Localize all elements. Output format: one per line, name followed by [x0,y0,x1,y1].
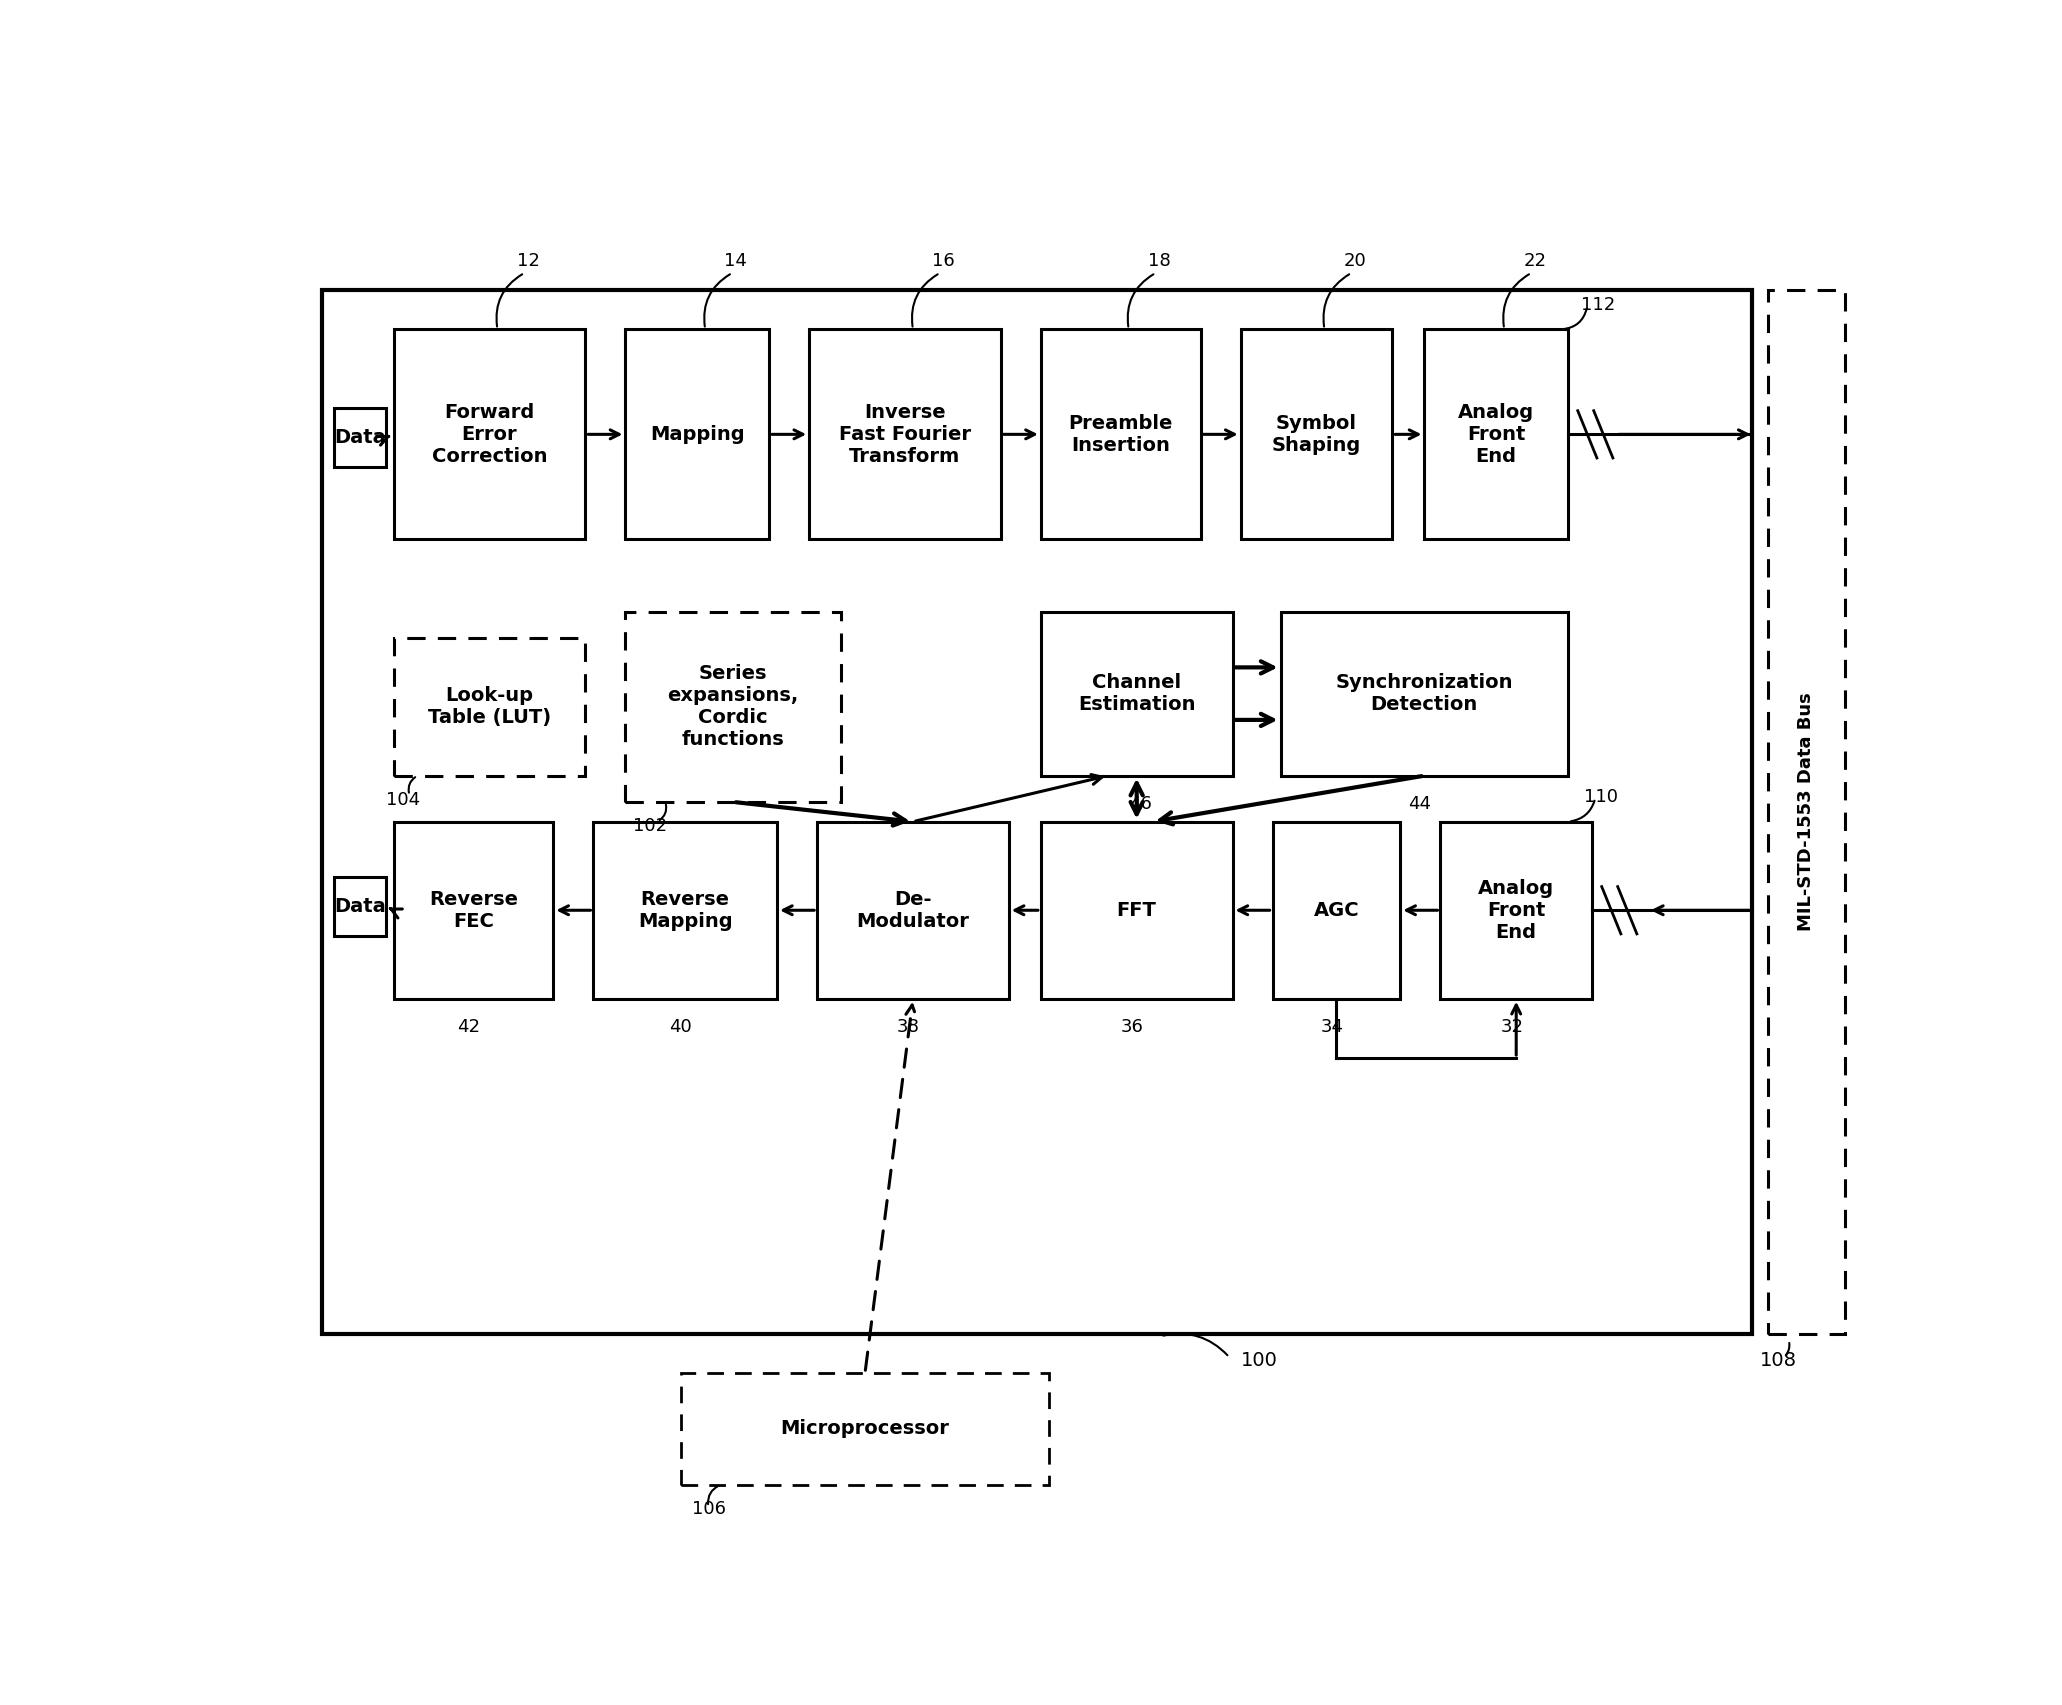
Text: 22: 22 [1524,252,1546,271]
Text: Series
expansions,
Cordic
functions: Series expansions, Cordic functions [668,665,798,748]
Text: 102: 102 [633,817,668,835]
Text: Reverse
Mapping: Reverse Mapping [637,890,732,931]
Bar [394,329,586,539]
Bar [1281,612,1567,776]
Text: 18: 18 [1149,252,1171,271]
Text: 40: 40 [670,1018,693,1035]
Bar [808,329,1000,539]
Text: 12: 12 [518,252,540,271]
Text: De-
Modulator: De- Modulator [856,890,969,931]
Text: 36: 36 [1122,1018,1144,1035]
Bar [1272,822,1400,999]
Text: 104: 104 [386,791,421,808]
Text: Preamble
Insertion: Preamble Insertion [1068,414,1173,455]
Text: Synchronization
Detection: Synchronization Detection [1336,673,1514,714]
Text: 46: 46 [1128,795,1151,813]
Text: 42: 42 [458,1018,480,1035]
Text: 44: 44 [1408,795,1431,813]
Text: Look-up
Table (LUT): Look-up Table (LUT) [429,687,551,728]
Text: 108: 108 [1759,1352,1796,1371]
Bar [625,329,769,539]
Bar [334,876,386,936]
Text: 112: 112 [1582,295,1615,314]
Text: Data: Data [334,428,386,447]
Bar [1439,822,1592,999]
Bar [394,822,553,999]
Text: 14: 14 [724,252,746,271]
Bar [1041,329,1200,539]
Bar [322,290,1753,1333]
Bar [1041,612,1233,776]
Text: FFT: FFT [1118,900,1157,919]
Text: Microprocessor: Microprocessor [781,1419,949,1439]
Text: Inverse
Fast Fourier
Transform: Inverse Fast Fourier Transform [839,402,971,465]
Bar [817,822,1008,999]
Text: Analog
Front
End: Analog Front End [1478,878,1555,941]
Text: Reverse
FEC: Reverse FEC [429,890,518,931]
Text: AGC: AGC [1313,900,1359,919]
Text: Analog
Front
End: Analog Front End [1458,402,1534,465]
Bar [594,822,777,999]
Text: 100: 100 [1241,1352,1278,1371]
Text: 34: 34 [1320,1018,1344,1035]
Bar [394,638,586,776]
Bar [1767,290,1845,1333]
Text: 32: 32 [1501,1018,1524,1035]
Text: 106: 106 [693,1499,726,1517]
Text: Data: Data [334,897,386,916]
Bar [1425,329,1567,539]
Text: 110: 110 [1584,788,1619,806]
Text: Mapping: Mapping [650,425,744,443]
Bar [1041,822,1233,999]
Bar [680,1373,1050,1485]
Text: MIL-STD-1553 Data Bus: MIL-STD-1553 Data Bus [1798,692,1815,931]
Text: Channel
Estimation: Channel Estimation [1078,673,1196,714]
Text: 38: 38 [897,1018,920,1035]
Text: Forward
Error
Correction: Forward Error Correction [431,402,546,465]
Bar [1241,329,1392,539]
Text: 16: 16 [932,252,955,271]
Text: 20: 20 [1344,252,1367,271]
Bar [625,612,841,801]
Text: Symbol
Shaping: Symbol Shaping [1272,414,1361,455]
Bar [334,407,386,467]
